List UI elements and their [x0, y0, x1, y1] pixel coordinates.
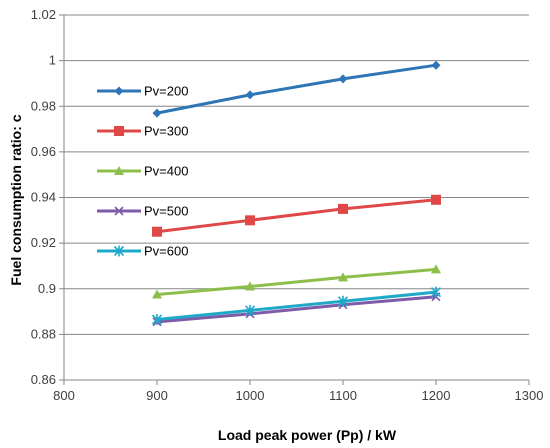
y-axis-ticks: 0.86 0.88 0.9 0.92 0.94 0.96 0.98 1 1.02	[31, 7, 64, 387]
y-tick-label: 0.92	[31, 235, 56, 250]
x-tick-label: 800	[53, 388, 75, 403]
series-line	[156, 198, 437, 234]
series-group	[151, 60, 442, 327]
series-line	[156, 63, 437, 115]
legend-marker	[114, 86, 124, 96]
series-pv-400	[152, 264, 441, 299]
series-pv-500	[152, 292, 441, 327]
data-point	[152, 108, 162, 118]
data-point	[430, 286, 442, 298]
series-line	[156, 290, 437, 322]
legend-marker	[114, 206, 124, 216]
x-axis-ticks: 800 900 1000 1100 1200 1300	[53, 380, 543, 403]
y-tick-label: 0.86	[31, 372, 56, 387]
legend: Pv=200 Pv=300 Pv=400 Pv=500 Pv=600	[97, 84, 188, 259]
data-point	[338, 272, 348, 282]
legend-item: Pv=400	[97, 164, 188, 179]
legend-label: Pv=400	[144, 164, 188, 179]
legend-marker	[114, 166, 124, 175]
data-point	[338, 74, 348, 84]
data-point	[151, 314, 163, 326]
y-tick-label: 1	[49, 53, 56, 68]
series-line	[156, 295, 437, 324]
data-point	[431, 264, 441, 274]
series-pv-600	[151, 286, 442, 326]
y-axis-title: Fuel consumption ratio: c	[8, 114, 24, 285]
series-pv-300	[152, 194, 441, 237]
data-point	[338, 203, 348, 214]
data-point	[152, 289, 162, 299]
legend-label: Pv=500	[144, 204, 188, 219]
x-tick-label: 1000	[236, 388, 265, 403]
legend-label: Pv=200	[144, 84, 188, 99]
legend-item: Pv=300	[97, 124, 188, 139]
x-tick-label: 1200	[422, 388, 451, 403]
x-tick-label: 1100	[329, 388, 357, 403]
legend-item: Pv=500	[97, 204, 188, 219]
data-point	[431, 60, 441, 70]
y-tick-label: 0.9	[38, 281, 56, 296]
legend-label: Pv=300	[144, 124, 188, 139]
x-tick-label: 900	[146, 388, 168, 403]
data-point	[152, 226, 162, 237]
y-tick-label: 0.88	[31, 326, 56, 341]
data-point	[431, 194, 441, 205]
legend-item: Pv=200	[97, 84, 188, 99]
data-point	[245, 90, 255, 100]
y-tick-label: 0.98	[31, 98, 56, 113]
series-pv-200	[152, 60, 441, 118]
series-line	[156, 267, 437, 296]
y-tick-label: 0.94	[31, 190, 56, 205]
legend-marker	[113, 245, 125, 257]
data-point	[337, 295, 349, 307]
data-point	[245, 215, 255, 226]
gridlines	[64, 14, 529, 335]
legend-marker	[114, 126, 124, 136]
data-point	[245, 281, 255, 291]
x-tick-label: 1300	[515, 388, 544, 403]
legend-label: Pv=600	[144, 244, 188, 259]
x-axis-title: Load peak power (Pp) / kW	[218, 427, 397, 443]
y-tick-label: 0.96	[31, 144, 56, 159]
legend-item: Pv=600	[97, 244, 188, 259]
data-point	[244, 304, 256, 316]
y-tick-label: 1.02	[31, 7, 56, 22]
